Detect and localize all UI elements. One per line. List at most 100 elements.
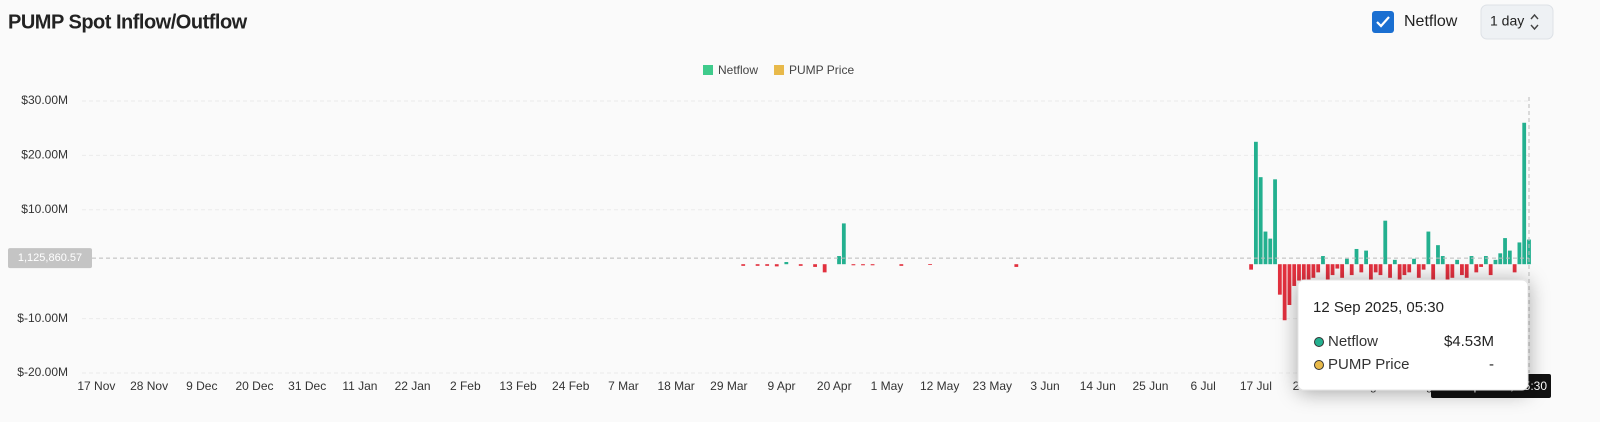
bar (755, 264, 760, 266)
y-tick-label: $20.00M (21, 148, 68, 162)
bar (899, 264, 904, 266)
bar (1287, 264, 1292, 305)
netflow-toggle[interactable]: Netflow (1372, 11, 1458, 33)
tooltip: 12 Sep 2025, 05:30 Netflow $4.53M PUMP Pric… (1297, 279, 1529, 391)
x-tick-label: 24 Feb (552, 379, 590, 393)
bar (1330, 264, 1335, 276)
x-tick-label: 31 Dec (288, 379, 326, 393)
page-title: PUMP Spot Inflow/Outflow (8, 11, 248, 33)
x-tick-label: 20 Dec (235, 379, 273, 393)
x-tick-label: 2 Feb (450, 379, 481, 393)
legend-label: Netflow (718, 63, 758, 77)
bar (1311, 264, 1316, 278)
y-tick-label: $-10.00M (17, 311, 68, 325)
bar (1354, 248, 1359, 265)
bar (1407, 264, 1412, 273)
bar (1488, 264, 1493, 276)
x-tick-label: 1 May (871, 379, 904, 393)
bar (928, 264, 932, 265)
bar (1517, 242, 1522, 265)
x-tick-label: 18 Mar (657, 379, 694, 393)
bar (1412, 258, 1416, 265)
legend-label: PUMP Price (789, 63, 854, 77)
bar (841, 223, 846, 265)
bar (1426, 231, 1431, 265)
x-tick-label: 3 Jun (1030, 379, 1059, 393)
bar (1498, 253, 1503, 265)
x-tick-label: 23 May (973, 379, 1012, 393)
bar (1321, 256, 1325, 265)
bar (1368, 264, 1373, 281)
bar (1460, 264, 1464, 276)
bar (1402, 264, 1407, 276)
bar (1512, 264, 1517, 273)
tooltip-row-value: $4.53M (1444, 333, 1494, 350)
bar (1340, 264, 1345, 278)
bar (1359, 264, 1364, 273)
x-tick-label: 7 Mar (608, 379, 639, 393)
bar (1383, 220, 1388, 265)
bar (1474, 264, 1479, 273)
bar (1253, 141, 1258, 265)
bar (1436, 245, 1440, 265)
interval-select[interactable]: 1 day (1480, 4, 1554, 40)
bar (1392, 259, 1397, 265)
tooltip-row-name: Netflow (1328, 333, 1378, 350)
bar (1450, 264, 1455, 278)
bar (1440, 256, 1445, 265)
select-box[interactable] (1480, 4, 1554, 40)
bar (822, 264, 827, 273)
bar (1469, 256, 1474, 265)
bar (1249, 264, 1253, 270)
check-icon (1376, 16, 1390, 28)
bar (1397, 264, 1402, 281)
x-tick-label: 11 Jan (342, 379, 377, 393)
bar (774, 264, 779, 267)
bar (1335, 264, 1340, 269)
tooltip-title: 12 Sep 2025, 05:30 (1313, 299, 1444, 316)
x-tick-label: 6 Jul (1191, 379, 1216, 393)
bar (1258, 177, 1263, 265)
bar (1503, 238, 1507, 265)
bar (1479, 264, 1483, 267)
bar (1277, 264, 1282, 295)
bar (1483, 256, 1488, 265)
bar (1522, 122, 1527, 265)
bar (870, 264, 875, 266)
bar (1292, 264, 1297, 286)
bar (765, 264, 770, 266)
toggle-label[interactable]: Netflow (1404, 13, 1458, 30)
bar (1373, 264, 1378, 273)
chevron-icon (1530, 13, 1539, 31)
crosshair-y-badge (8, 248, 92, 269)
bar (1388, 264, 1392, 278)
bar (1364, 250, 1368, 265)
bar (861, 264, 865, 266)
x-tick-label: 13 Feb (499, 379, 537, 393)
bar (1421, 264, 1426, 270)
select-label[interactable]: 1 day (1490, 13, 1524, 29)
bar (1464, 264, 1469, 278)
bar (1445, 264, 1450, 281)
bar (1349, 264, 1354, 276)
y-tick-label: $-20.00M (17, 365, 68, 379)
bar (1325, 264, 1330, 281)
bar (1455, 259, 1460, 265)
x-tick-label: 9 Dec (186, 379, 217, 393)
checkbox[interactable] (1372, 11, 1394, 33)
x-tick-label: 25 Jun (1132, 379, 1168, 393)
bar (1378, 264, 1383, 276)
bar (1493, 259, 1498, 265)
tooltip-row-name: PUMP Price (1328, 356, 1409, 373)
y-tick-label: $10.00M (21, 202, 68, 216)
bar (1273, 179, 1277, 265)
tooltip-dot (1314, 360, 1324, 370)
x-tick-label: 20 Apr (817, 379, 852, 393)
bar (1507, 250, 1512, 265)
bar (1282, 264, 1287, 321)
bar (1306, 264, 1311, 284)
bar (1345, 258, 1349, 265)
tooltip-dot (1314, 337, 1324, 347)
bar (1316, 264, 1321, 273)
bar (784, 262, 789, 265)
